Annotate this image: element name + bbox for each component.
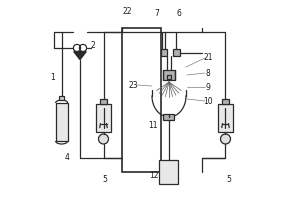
Bar: [218, 104, 233, 132]
Text: 21: 21: [203, 53, 213, 62]
Text: 2: 2: [91, 40, 95, 49]
Bar: [59, 96, 64, 100]
Text: 5: 5: [226, 174, 231, 184]
Text: 7: 7: [154, 9, 159, 19]
Bar: [172, 49, 180, 56]
Bar: [222, 99, 229, 104]
Text: 23: 23: [128, 81, 138, 90]
Text: 10: 10: [203, 97, 213, 106]
Bar: [159, 160, 178, 184]
Text: 6: 6: [177, 9, 182, 19]
Polygon shape: [74, 52, 86, 60]
Text: 9: 9: [206, 83, 210, 92]
Bar: [56, 103, 68, 141]
Bar: [160, 49, 166, 56]
Text: 12: 12: [149, 171, 159, 180]
Text: 11: 11: [148, 120, 158, 130]
Text: 8: 8: [206, 68, 210, 77]
Bar: [163, 70, 175, 80]
Text: 1: 1: [51, 72, 56, 82]
Bar: [100, 99, 107, 104]
Text: 22: 22: [122, 6, 132, 16]
Bar: [122, 28, 161, 172]
Circle shape: [220, 134, 230, 144]
Text: 5: 5: [103, 174, 107, 184]
Text: 4: 4: [64, 152, 69, 162]
Bar: [96, 104, 111, 132]
Bar: [167, 75, 171, 79]
Circle shape: [98, 134, 109, 144]
Bar: [163, 114, 174, 120]
